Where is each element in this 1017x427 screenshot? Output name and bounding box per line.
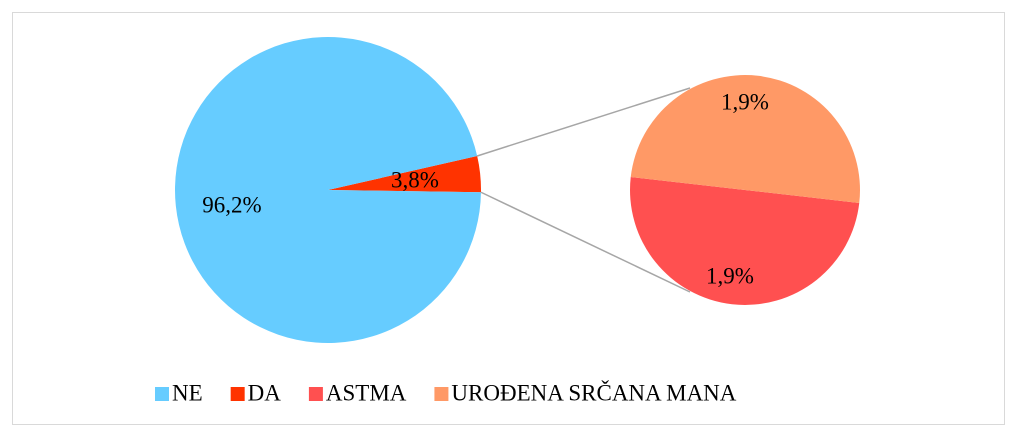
data-label: 3,8% xyxy=(391,167,439,192)
legend-swatch xyxy=(155,387,169,401)
legend-label: NE xyxy=(172,380,203,405)
legend-swatch xyxy=(230,387,245,401)
data-label: 96,2% xyxy=(202,192,261,217)
legend-label: DA xyxy=(248,380,282,405)
legend-swatch xyxy=(434,387,449,401)
legend-label: ASTMA xyxy=(326,380,407,405)
legend-swatch xyxy=(308,387,323,401)
pie-slice xyxy=(630,75,860,204)
connector-line xyxy=(476,87,691,157)
data-label: 1,9% xyxy=(721,89,769,114)
pie-slice xyxy=(175,36,481,343)
pie-slice xyxy=(328,155,481,193)
data-label: 1,9% xyxy=(706,263,754,288)
connector-line xyxy=(480,191,691,293)
pie-slice xyxy=(630,176,860,305)
legend-label: UROĐENA SRČANA MANA xyxy=(451,379,736,405)
